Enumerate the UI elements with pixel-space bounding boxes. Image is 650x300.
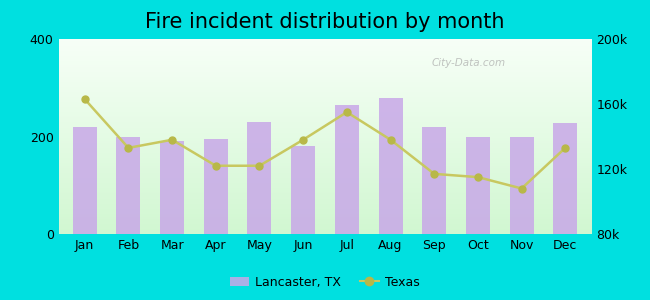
Bar — [73, 127, 97, 234]
Legend: Lancaster, TX, Texas: Lancaster, TX, Texas — [226, 271, 424, 294]
Bar — [248, 122, 272, 234]
Bar — [160, 141, 184, 234]
Bar — [510, 137, 534, 234]
Bar — [335, 105, 359, 234]
Bar — [378, 98, 402, 234]
Title: Fire incident distribution by month: Fire incident distribution by month — [145, 12, 505, 32]
Bar — [422, 127, 447, 234]
Bar — [116, 136, 140, 234]
Bar — [291, 146, 315, 234]
Bar — [553, 123, 577, 234]
Text: City-Data.com: City-Data.com — [432, 58, 506, 68]
Bar — [466, 137, 490, 234]
Bar — [203, 139, 227, 234]
